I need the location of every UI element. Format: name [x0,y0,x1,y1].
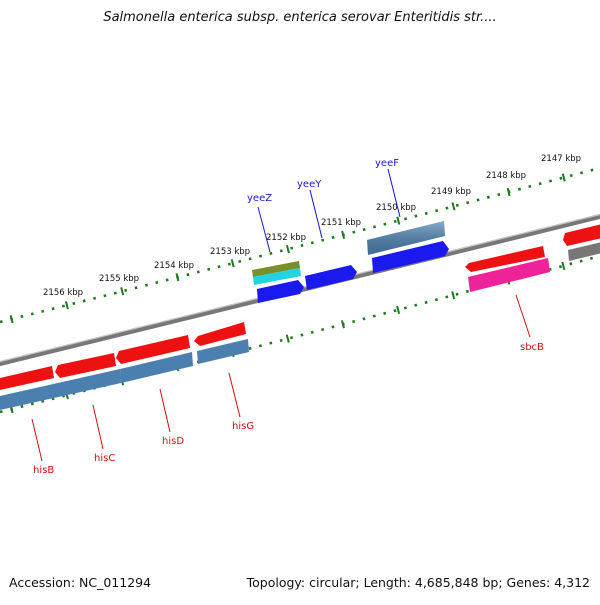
ruler-major-tick [175,273,180,282]
gene-his-operon-blue-1[interactable] [0,369,121,410]
ruler-label: 2149 kbp [431,187,471,197]
ruler-label: 2153 kbp [210,247,250,257]
leader-sbcB [515,294,531,338]
ruler-major-tick [561,261,566,270]
ruler-label: 2154 kbp [154,261,194,271]
gene-yeeZ-segment-olive[interactable] [252,261,300,277]
label-leader-lines [31,168,531,462]
ruler-major-tick [451,291,456,300]
gene-label-hisD[interactable]: hisD [162,436,184,447]
ruler-major-tick [506,187,511,197]
ruler-label: 2155 kbp [99,274,139,284]
ruler-label: 2152 kbp [266,233,306,243]
ruler-major-tick [451,202,456,211]
gene-shading [367,221,445,255]
ruler-label: 2147 kbp [541,154,581,164]
gene-label-yeeF[interactable]: yeeF [375,158,399,169]
gene-label-hisC[interactable]: hisC [94,453,115,464]
gene-yeeY-arrow[interactable] [305,265,357,290]
gene-label-yeeY[interactable]: yeeY [297,179,322,190]
gene-labels-forward: yeeZ yeeY yeeF [247,158,399,204]
gene-labels-reverse: hisB hisC hisD hisG sbcB [33,342,544,476]
gene-sbcB-magenta[interactable] [468,258,550,292]
ruler-labels: 2156 kbp 2155 kbp 2154 kbp 2153 kbp 2152… [43,154,581,298]
leader-hisC [92,404,104,450]
gene-hisG-arrow[interactable] [194,322,246,346]
ruler-label: 2151 kbp [321,218,361,228]
ruler-major-tick [561,173,566,182]
leader-yeeZ [257,206,271,253]
gene-hisB-arrow[interactable] [0,366,54,390]
leader-hisB [31,418,43,462]
ruler-major-tick [396,305,401,314]
topology-label: Topology: circular; Length: 4,685,848 bp… [246,575,590,590]
forward-strand-genes [252,221,600,303]
gene-his-operon-blue-2[interactable] [120,352,193,383]
gene-label-yeeZ[interactable]: yeeZ [247,193,272,204]
outer-ruler [0,166,600,324]
ruler-label: 2148 kbp [486,171,526,181]
genome-title: Salmonella enterica subsp. enterica sero… [103,10,497,25]
ruler-major-tick [340,320,345,329]
gene-yeeZ-arrow[interactable] [257,280,304,303]
gene-sbcB-red-arrow[interactable] [465,246,545,272]
ruler-major-tick [120,287,125,296]
accession-label: Accession: NC_011294 [9,575,152,590]
gene-hisC-arrow[interactable] [55,353,116,378]
leader-hisD [159,388,171,433]
gene-yeeF-arrow[interactable] [372,241,449,273]
ruler-major-tick [396,216,401,225]
ruler-major-tick [285,334,290,343]
ruler-major-tick [230,259,235,268]
ruler-label: 2156 kbp [43,288,83,298]
leader-hisG [228,372,241,418]
ruler-major-tick [64,301,69,310]
leader-yeeF [387,168,401,218]
gene-yeeZ-segment-cyan[interactable] [253,268,301,285]
gene-right-edge-arrow[interactable] [563,224,600,246]
ruler-major-tick [285,244,290,254]
gene-right-edge-gray[interactable] [568,242,600,261]
ruler-label: 2150 kbp [376,203,416,213]
gene-label-hisG[interactable]: hisG [232,421,254,432]
leader-yeeY [309,189,323,239]
gene-his-operon-blue-3[interactable] [197,339,249,364]
reverse-strand-genes [0,246,550,410]
gene-label-sbcB[interactable]: sbcB [520,342,544,353]
gene-label-hisB[interactable]: hisB [33,465,54,476]
ruler-major-tick [9,314,14,324]
gene-hisD-arrow[interactable] [116,335,190,364]
ruler-major-tick [341,230,346,240]
